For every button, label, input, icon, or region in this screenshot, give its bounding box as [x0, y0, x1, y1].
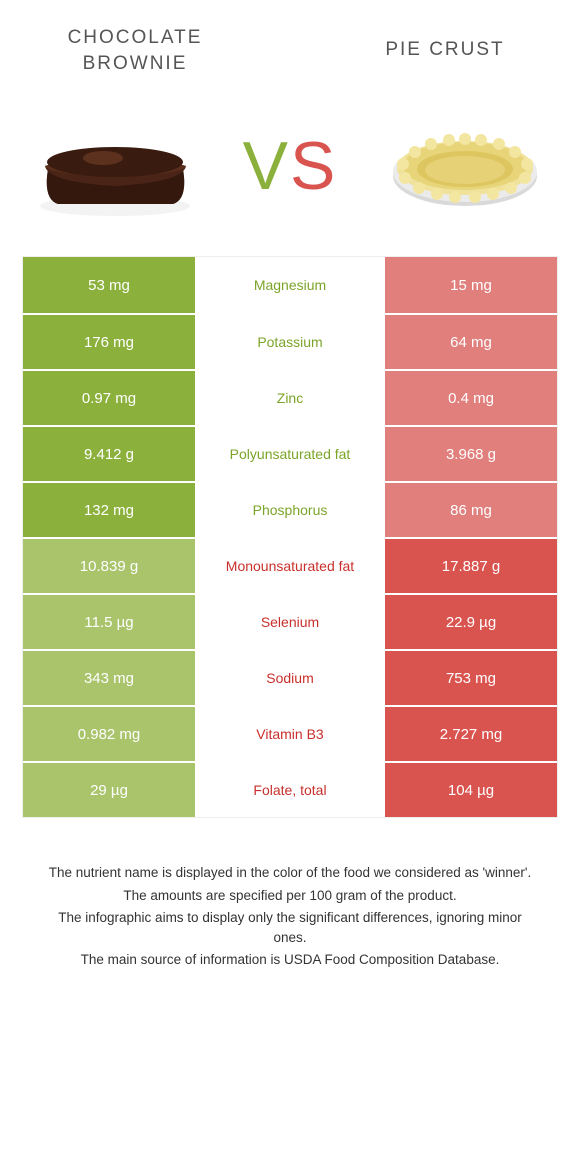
- right-value: 86 mg: [385, 483, 557, 537]
- nutrient-table: 53 mgMagnesium15 mg176 mgPotassium64 mg0…: [22, 256, 558, 818]
- nutrient-label: Magnesium: [195, 257, 385, 313]
- right-value: 753 mg: [385, 651, 557, 705]
- nutrient-label: Potassium: [195, 315, 385, 369]
- brownie-image: [30, 111, 200, 221]
- left-value: 9.412 g: [23, 427, 195, 481]
- right-value: 17.887 g: [385, 539, 557, 593]
- table-row: 343 mgSodium753 mg: [23, 649, 557, 705]
- table-row: 0.97 mgZinc0.4 mg: [23, 369, 557, 425]
- table-row: 29 µgFolate, total104 µg: [23, 761, 557, 817]
- header: CHOCOLATE BROWNIE PIE CRUST: [0, 0, 580, 86]
- left-value: 0.97 mg: [23, 371, 195, 425]
- right-value: 22.9 µg: [385, 595, 557, 649]
- food-title-left: CHOCOLATE BROWNIE: [45, 25, 225, 76]
- nutrient-label: Folate, total: [195, 763, 385, 817]
- footnote-line: The amounts are specified per 100 gram o…: [40, 886, 540, 906]
- vs-label: VS: [243, 127, 338, 205]
- right-value: 0.4 mg: [385, 371, 557, 425]
- vs-s: S: [290, 128, 337, 204]
- footnote-line: The infographic aims to display only the…: [40, 908, 540, 949]
- pie-crust-image: [380, 111, 550, 221]
- right-value: 104 µg: [385, 763, 557, 817]
- left-value: 29 µg: [23, 763, 195, 817]
- nutrient-label: Zinc: [195, 371, 385, 425]
- vs-v: V: [243, 128, 290, 204]
- vs-row: VS: [0, 86, 580, 256]
- pie-crust-icon: [383, 114, 548, 219]
- right-value: 15 mg: [385, 257, 557, 313]
- table-row: 11.5 µgSelenium22.9 µg: [23, 593, 557, 649]
- table-row: 132 mgPhosphorus86 mg: [23, 481, 557, 537]
- nutrient-label: Monounsaturated fat: [195, 539, 385, 593]
- left-value: 10.839 g: [23, 539, 195, 593]
- nutrient-label: Phosphorus: [195, 483, 385, 537]
- left-value: 0.982 mg: [23, 707, 195, 761]
- nutrient-label: Selenium: [195, 595, 385, 649]
- right-value: 2.727 mg: [385, 707, 557, 761]
- table-row: 9.412 gPolyunsaturated fat3.968 g: [23, 425, 557, 481]
- table-row: 53 mgMagnesium15 mg: [23, 257, 557, 313]
- right-value: 3.968 g: [385, 427, 557, 481]
- nutrient-label: Vitamin B3: [195, 707, 385, 761]
- left-value: 176 mg: [23, 315, 195, 369]
- left-value: 343 mg: [23, 651, 195, 705]
- nutrient-label: Sodium: [195, 651, 385, 705]
- food-title-right: PIE CRUST: [355, 25, 535, 76]
- left-value: 11.5 µg: [23, 595, 195, 649]
- table-row: 10.839 gMonounsaturated fat17.887 g: [23, 537, 557, 593]
- table-row: 176 mgPotassium64 mg: [23, 313, 557, 369]
- table-row: 0.982 mgVitamin B32.727 mg: [23, 705, 557, 761]
- left-value: 132 mg: [23, 483, 195, 537]
- left-value: 53 mg: [23, 257, 195, 313]
- footnote-line: The nutrient name is displayed in the co…: [40, 863, 540, 883]
- footnotes: The nutrient name is displayed in the co…: [0, 818, 580, 992]
- footnote-line: The main source of information is USDA F…: [40, 950, 540, 970]
- brownie-icon: [33, 114, 198, 219]
- right-value: 64 mg: [385, 315, 557, 369]
- nutrient-label: Polyunsaturated fat: [195, 427, 385, 481]
